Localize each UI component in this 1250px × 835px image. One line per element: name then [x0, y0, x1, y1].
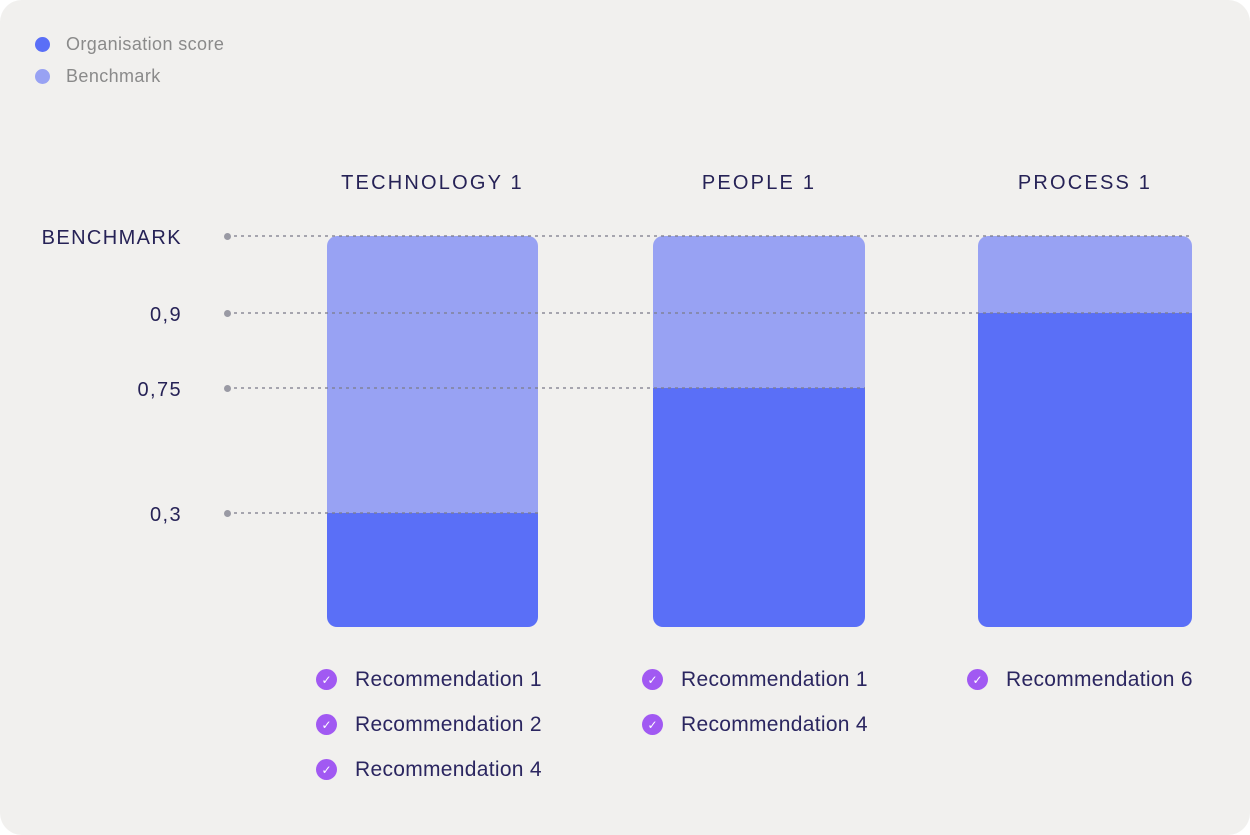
dotted-gridline [234, 387, 865, 389]
dotted-gridline [234, 235, 1192, 237]
column-header: PROCESS 1 [1017, 172, 1153, 194]
recommendation-item[interactable]: ✓ Recommendation 4 [642, 702, 868, 747]
y-axis-tick-label: 0,3 [149, 504, 182, 526]
benchmark-segment[interactable] [978, 236, 1192, 313]
y-axis-tick-label: BENCHMARK [41, 227, 182, 249]
recommendation-column: ✓ Recommendation 1 ✓ Recommendation 4 [642, 657, 868, 747]
organisation-score-segment[interactable] [978, 313, 1192, 627]
recommendation-label: Recommendation 4 [681, 712, 868, 736]
dotted-gridline [234, 512, 538, 514]
recommendation-label: Recommendation 1 [681, 667, 868, 691]
recommendation-item[interactable]: ✓ Recommendation 2 [316, 702, 542, 747]
check-circle-icon: ✓ [642, 669, 663, 690]
recommendation-label: Recommendation 6 [1006, 667, 1193, 691]
legend-item-benchmark[interactable]: Benchmark [35, 66, 224, 87]
column-header: TECHNOLOGY 1 [341, 172, 524, 194]
chart-legend: Organisation score Benchmark [35, 34, 224, 87]
recommendation-column: ✓ Recommendation 1 ✓ Recommendation 2 ✓ Recom… [316, 657, 542, 792]
recommendation-label: Recommendation 1 [355, 667, 542, 691]
organisation-score-segment[interactable] [653, 388, 865, 627]
recommendation-item[interactable]: ✓ Recommendation 6 [967, 657, 1193, 702]
benchmark-segment[interactable] [327, 236, 538, 513]
y-axis-tick-label: 0,75 [137, 379, 182, 401]
recommendation-label: Recommendation 4 [355, 757, 542, 781]
check-circle-icon: ✓ [316, 669, 337, 690]
check-circle-icon: ✓ [316, 714, 337, 735]
benchmark-dot-icon [35, 69, 50, 84]
recommendation-item[interactable]: ✓ Recommendation 1 [316, 657, 542, 702]
dotted-gridline [234, 312, 1192, 314]
y-axis-tick-label: 0,9 [149, 304, 182, 326]
check-circle-icon: ✓ [967, 669, 988, 690]
legend-item-label: Organisation score [66, 34, 225, 54]
column-header: PEOPLE 1 [701, 172, 817, 194]
bar-people-1 [653, 236, 865, 627]
bar-technology-1 [327, 236, 538, 627]
check-circle-icon: ✓ [316, 759, 337, 780]
check-circle-icon: ✓ [642, 714, 663, 735]
recommendation-item[interactable]: ✓ Recommendation 1 [642, 657, 868, 702]
organisation-score-segment[interactable] [327, 513, 538, 627]
leader-dot-icon [224, 510, 231, 517]
leader-dot-icon [224, 310, 231, 317]
leader-dot-icon [224, 233, 231, 240]
recommendation-label: Recommendation 2 [355, 712, 542, 736]
recommendation-item[interactable]: ✓ Recommendation 4 [316, 747, 542, 792]
recommendation-column: ✓ Recommendation 6 [967, 657, 1193, 702]
organisation-score-dot-icon [35, 37, 50, 52]
legend-item-organisation-score[interactable]: Organisation score [35, 34, 224, 55]
leader-dot-icon [224, 385, 231, 392]
legend-item-label: Benchmark [66, 66, 161, 86]
bar-process-1 [978, 236, 1192, 627]
